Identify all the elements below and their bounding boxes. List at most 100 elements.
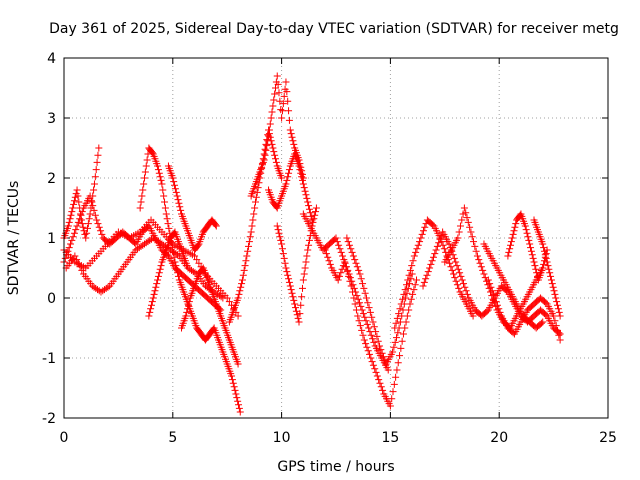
data-point xyxy=(390,380,398,388)
data-point xyxy=(304,198,312,206)
data-point xyxy=(251,198,259,206)
data-point xyxy=(450,254,458,262)
data-point xyxy=(384,366,392,374)
data-point xyxy=(552,294,560,302)
data-point xyxy=(138,192,146,200)
data-point xyxy=(69,233,77,241)
data-point xyxy=(73,222,81,230)
data-point xyxy=(547,276,555,284)
data-points xyxy=(60,72,564,416)
data-point xyxy=(504,252,512,260)
data-point xyxy=(386,402,394,410)
data-point xyxy=(82,234,90,242)
data-point xyxy=(285,278,293,286)
data-point xyxy=(172,262,180,270)
data-point xyxy=(76,215,84,223)
data-point xyxy=(507,241,515,249)
data-point xyxy=(183,308,191,316)
data-point xyxy=(295,162,303,170)
data-point xyxy=(232,390,240,398)
data-point xyxy=(163,215,171,223)
data-point xyxy=(272,203,280,211)
data-point xyxy=(278,114,286,122)
data-point xyxy=(174,269,182,277)
data-point xyxy=(290,140,298,148)
data-point xyxy=(473,252,481,260)
data-point xyxy=(367,331,375,339)
data-point xyxy=(281,259,289,267)
data-point xyxy=(263,142,271,150)
data-point xyxy=(484,276,492,284)
data-point xyxy=(149,294,157,302)
data-point xyxy=(279,100,287,108)
data-point xyxy=(343,268,351,276)
data-point xyxy=(142,162,150,170)
data-point xyxy=(417,234,425,242)
data-point xyxy=(550,287,558,295)
data-point xyxy=(262,140,270,148)
data-point xyxy=(540,244,548,252)
data-point xyxy=(287,286,295,294)
data-point xyxy=(228,372,236,380)
data-point xyxy=(551,290,559,298)
data-point xyxy=(234,397,242,405)
y-tick-label: 4 xyxy=(47,51,56,67)
data-point xyxy=(368,358,376,366)
data-point xyxy=(94,220,102,228)
data-point xyxy=(406,266,414,274)
data-point xyxy=(479,266,487,274)
data-point xyxy=(305,236,313,244)
data-point xyxy=(414,241,422,249)
data-point xyxy=(433,242,441,250)
data-point xyxy=(93,216,101,224)
data-point xyxy=(147,301,155,309)
data-point xyxy=(162,210,170,218)
data-point xyxy=(411,281,419,289)
data-point xyxy=(156,265,164,273)
data-point xyxy=(211,221,219,229)
data-point xyxy=(522,226,530,234)
data-point xyxy=(516,211,524,219)
data-point xyxy=(230,383,238,391)
series-sat-N xyxy=(321,246,421,410)
data-point xyxy=(372,328,380,336)
data-point xyxy=(412,248,420,256)
data-point xyxy=(301,187,309,195)
data-point xyxy=(471,242,479,250)
data-point xyxy=(369,335,377,343)
data-point xyxy=(270,96,278,104)
data-point xyxy=(298,284,306,292)
series-sat-K xyxy=(265,150,316,224)
data-point xyxy=(556,336,564,344)
data-point xyxy=(270,148,278,156)
data-point xyxy=(70,197,78,205)
data-point xyxy=(356,322,364,330)
data-point xyxy=(357,275,365,283)
data-point xyxy=(524,233,532,241)
data-point xyxy=(261,145,269,153)
data-point xyxy=(492,298,500,306)
data-point xyxy=(362,340,370,348)
data-point xyxy=(260,150,268,158)
data-point xyxy=(176,203,184,211)
data-point xyxy=(466,223,474,231)
data-point xyxy=(88,198,96,206)
data-point xyxy=(235,404,243,412)
data-point xyxy=(413,276,421,284)
data-point xyxy=(508,234,516,242)
data-point xyxy=(553,298,561,306)
data-point xyxy=(288,133,296,141)
data-point xyxy=(532,265,540,273)
data-point xyxy=(283,176,291,184)
data-point xyxy=(278,240,286,248)
data-point xyxy=(170,229,178,237)
data-point xyxy=(282,180,290,188)
series-sat-G xyxy=(145,228,192,320)
data-point xyxy=(337,269,345,277)
data-point xyxy=(435,239,443,247)
data-point xyxy=(379,386,387,394)
data-point xyxy=(172,188,180,196)
data-point xyxy=(170,253,178,261)
data-point xyxy=(453,281,461,289)
